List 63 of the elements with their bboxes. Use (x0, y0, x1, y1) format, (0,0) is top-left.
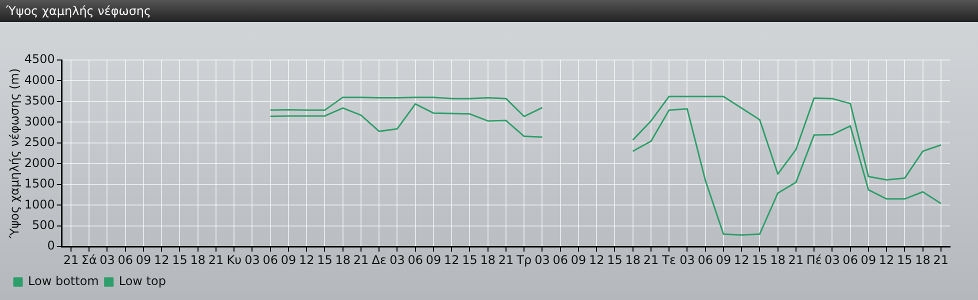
legend-label: Low bottom (28, 274, 99, 288)
y-axis-title: Ύψος χαμηλής νέφωσης (m) (7, 68, 22, 240)
x-tick-label: 06 (842, 252, 858, 267)
y-tick-label: 1000 (24, 197, 55, 212)
x-tick-label: 03 (100, 252, 115, 267)
x-tick-label: 09 (136, 252, 152, 267)
x-tick-label: 03 (244, 252, 260, 267)
x-tick-label: 09 (860, 252, 876, 267)
x-tick-label: 15 (462, 252, 478, 267)
x-tick-label: 09 (280, 252, 296, 267)
x-tick-label: Δε (372, 252, 386, 267)
y-tick-label: 3500 (24, 94, 55, 108)
y-tick-label: 1500 (24, 176, 55, 191)
x-tick-label: Τρ (516, 252, 532, 267)
x-tick-label: Τε (661, 252, 676, 267)
y-tick-label: 0 (47, 238, 55, 253)
x-tick-label: 12 (298, 252, 314, 267)
x-tick-label: 03 (824, 252, 840, 267)
y-tick-label: 4500 (24, 52, 55, 66)
x-tick-label: 09 (426, 252, 442, 267)
x-tick-label: 09 (570, 252, 586, 267)
x-tick-label: 15 (607, 252, 622, 267)
x-tick-label: 15 (317, 252, 332, 267)
x-tick-label: 18 (335, 252, 350, 267)
x-tick-label: 12 (734, 252, 750, 267)
x-tick-label: Σά (81, 252, 97, 267)
legend-label: Low top (118, 274, 166, 288)
x-tick-label: Πέ (806, 252, 822, 267)
x-tick-label: 12 (588, 252, 604, 267)
x-tick-label: Κυ (226, 252, 242, 267)
x-tick-label: 18 (770, 252, 786, 267)
x-tick-label: 03 (680, 252, 695, 267)
x-tick-label: 06 (698, 252, 713, 267)
x-tick-label: 06 (262, 252, 278, 267)
x-tick-label: 21 (63, 252, 79, 267)
x-tick-label: 21 (788, 252, 804, 267)
y-tick-label: 2500 (24, 135, 55, 150)
y-tick-label: 4000 (24, 72, 55, 87)
x-tick-label: 12 (154, 252, 170, 267)
x-tick-label: 06 (552, 252, 568, 267)
x-tick-label: 03 (534, 252, 550, 267)
x-tick-label: 06 (408, 252, 423, 267)
x-tick-label: 15 (172, 252, 188, 267)
x-tick-label: 18 (190, 252, 206, 267)
x-tick-label: 18 (625, 252, 640, 267)
x-tick-label: 12 (444, 252, 460, 267)
x-tick-label: 21 (353, 252, 369, 267)
x-tick-label: 12 (878, 252, 894, 267)
y-tick-label: 3000 (24, 114, 55, 128)
x-tick-label: 09 (716, 252, 732, 267)
x-tick-label: 18 (915, 252, 930, 267)
x-tick-label: 15 (752, 252, 768, 267)
chart-title: Ύψος χαμηλής νέφωσης (0, 0, 978, 22)
x-tick-label: 15 (897, 252, 912, 267)
x-tick-label: 06 (118, 252, 134, 267)
x-tick-label: 21 (933, 252, 949, 267)
y-tick-label: 2000 (24, 156, 55, 170)
x-tick-label: 21 (498, 252, 514, 267)
x-tick-label: 21 (643, 252, 659, 267)
y-tick-label: 500 (32, 218, 55, 232)
x-tick-label: 18 (480, 252, 496, 267)
x-tick-label: 03 (390, 252, 405, 267)
x-tick-label: 21 (208, 252, 224, 267)
